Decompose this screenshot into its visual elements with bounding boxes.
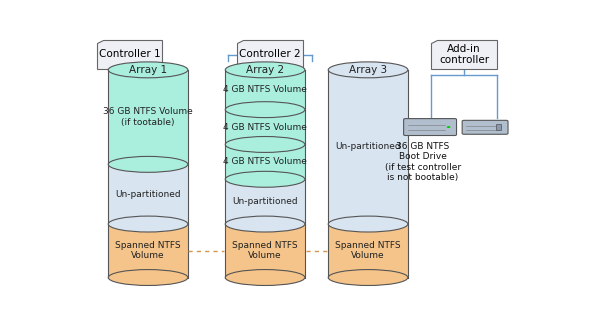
Polygon shape (97, 40, 162, 68)
Ellipse shape (108, 216, 188, 232)
Bar (108, 70, 188, 164)
Text: Add-in
controller: Add-in controller (439, 44, 489, 65)
Ellipse shape (225, 137, 305, 152)
Ellipse shape (329, 216, 408, 232)
Circle shape (498, 126, 502, 128)
Bar (225, 179, 305, 224)
Ellipse shape (108, 156, 188, 172)
Text: 4 GB NTFS Volume: 4 GB NTFS Volume (223, 157, 307, 166)
Text: 4 GB NTFS Volume: 4 GB NTFS Volume (223, 85, 307, 94)
Text: Array 3: Array 3 (349, 65, 387, 75)
Ellipse shape (225, 171, 305, 187)
Text: 4 GB NTFS Volume: 4 GB NTFS Volume (223, 122, 307, 131)
Circle shape (447, 126, 451, 128)
Ellipse shape (329, 270, 408, 286)
Polygon shape (431, 40, 496, 68)
Text: Un-partitioned: Un-partitioned (233, 197, 298, 206)
Polygon shape (237, 40, 303, 68)
Text: Un-partitioned: Un-partitioned (335, 142, 401, 151)
Bar (225, 224, 305, 277)
Bar (225, 70, 305, 109)
Ellipse shape (329, 62, 408, 78)
Bar (225, 144, 305, 179)
Bar (108, 164, 188, 224)
Text: 36 GB NTFS
Boot Drive
(if test controller
is not bootable): 36 GB NTFS Boot Drive (if test controlle… (385, 142, 461, 182)
Text: Array 1: Array 1 (129, 65, 167, 75)
Text: Spanned NTFS
Volume: Spanned NTFS Volume (335, 241, 401, 260)
Bar (108, 224, 188, 277)
Text: Spanned NTFS
Volume: Spanned NTFS Volume (115, 241, 181, 260)
Text: Spanned NTFS
Volume: Spanned NTFS Volume (233, 241, 298, 260)
Text: Controller 1: Controller 1 (98, 49, 160, 59)
Ellipse shape (225, 216, 305, 232)
Text: Un-partitioned: Un-partitioned (115, 190, 181, 199)
Ellipse shape (225, 62, 305, 78)
Bar (329, 70, 408, 224)
Text: 36 GB NTFS Volume
(if tootable): 36 GB NTFS Volume (if tootable) (103, 108, 193, 127)
FancyBboxPatch shape (462, 120, 508, 134)
Bar (329, 224, 408, 277)
FancyBboxPatch shape (403, 119, 457, 136)
Text: Array 2: Array 2 (246, 65, 284, 75)
Ellipse shape (108, 270, 188, 286)
Ellipse shape (225, 102, 305, 118)
Bar (225, 109, 305, 144)
Bar (496, 124, 501, 130)
Ellipse shape (108, 62, 188, 78)
Ellipse shape (225, 270, 305, 286)
Text: Controller 2: Controller 2 (239, 49, 301, 59)
